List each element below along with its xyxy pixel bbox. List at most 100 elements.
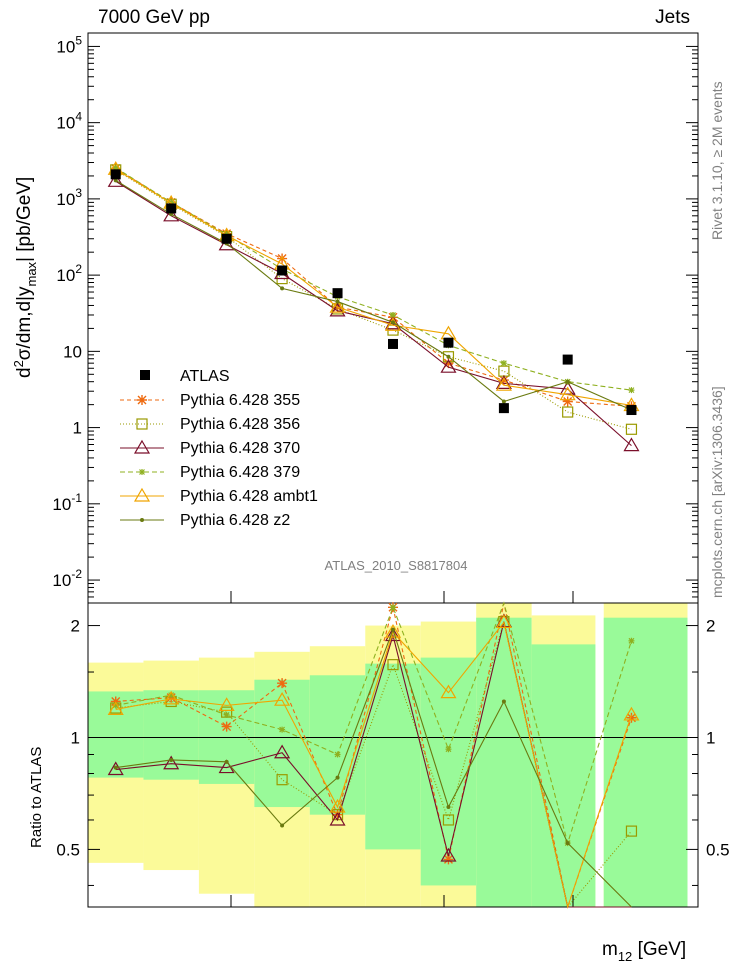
data-marker xyxy=(623,706,640,721)
legend-label: Pythia 6.428 ambt1 xyxy=(180,488,318,505)
data-marker xyxy=(218,236,235,251)
legend-label: ATLAS xyxy=(180,368,230,385)
data-marker xyxy=(495,614,512,628)
y-tick-label: 103 xyxy=(56,186,82,209)
atlas-data-point xyxy=(626,405,637,416)
legend-label: Pythia 6.428 356 xyxy=(180,416,300,433)
series-line xyxy=(115,168,632,407)
data-marker xyxy=(136,418,148,430)
data-marker xyxy=(280,286,285,291)
atlas-data-point xyxy=(277,265,288,276)
data-marker xyxy=(277,678,288,689)
data-marker xyxy=(137,395,147,405)
data-marker xyxy=(443,854,454,865)
data-marker xyxy=(139,469,145,475)
data-marker xyxy=(498,375,509,386)
stat-band xyxy=(476,617,532,907)
data-marker xyxy=(446,354,451,359)
stat-band xyxy=(365,663,421,850)
data-marker xyxy=(279,726,286,733)
data-marker xyxy=(501,399,506,404)
data-marker xyxy=(329,798,346,813)
data-marker xyxy=(169,757,174,762)
ratio-tick-label: 1 xyxy=(706,728,715,747)
series-line xyxy=(115,169,632,430)
data-marker xyxy=(224,759,229,764)
data-marker xyxy=(623,437,640,452)
analysis-id-label: ATLAS_2010_S8817804 xyxy=(325,558,468,573)
data-marker xyxy=(107,173,124,187)
header-right: Jets xyxy=(655,7,690,28)
legend-label: Pythia 6.428 379 xyxy=(180,464,300,481)
data-marker xyxy=(562,396,573,407)
data-marker xyxy=(565,841,570,846)
y-tick-label: 102 xyxy=(56,262,82,285)
data-marker xyxy=(625,825,638,837)
data-marker xyxy=(277,253,288,264)
ratio-series-line xyxy=(115,621,632,910)
data-marker xyxy=(112,702,119,709)
atlas-data-point xyxy=(221,233,232,244)
data-marker xyxy=(335,775,340,780)
y-tick-label: 104 xyxy=(56,110,82,133)
atlas-data-point xyxy=(166,203,177,214)
data-marker xyxy=(628,387,635,394)
data-marker xyxy=(443,358,454,369)
atlas-data-point xyxy=(443,337,454,348)
data-marker xyxy=(168,692,175,699)
data-marker xyxy=(391,627,395,632)
data-marker xyxy=(562,406,574,418)
legend-label: Pythia 6.428 355 xyxy=(180,392,300,409)
y-tick-label: 10 xyxy=(63,342,82,361)
stat-band xyxy=(309,675,366,815)
series-line xyxy=(115,167,632,391)
rivet-version-label: Rivet 3.1.10, ≥ 2M events xyxy=(709,81,725,240)
data-marker xyxy=(163,207,180,222)
data-marker xyxy=(329,811,346,826)
data-marker xyxy=(495,376,512,391)
data-marker xyxy=(168,199,175,206)
data-marker xyxy=(387,659,399,671)
atlas-data-point xyxy=(332,288,343,299)
atlas-data-point xyxy=(498,403,509,414)
data-marker xyxy=(329,298,346,313)
data-marker xyxy=(500,360,507,367)
data-marker xyxy=(559,386,576,401)
data-marker xyxy=(442,351,455,363)
data-marker xyxy=(223,711,230,718)
legend-label: Pythia 6.428 z2 xyxy=(180,512,290,529)
data-marker xyxy=(391,320,395,325)
data-marker xyxy=(445,746,452,753)
atlas-data-point xyxy=(388,338,398,349)
y-tick-label: 10-2 xyxy=(52,567,82,590)
data-marker xyxy=(113,178,118,183)
ratio-tick-label: 2 xyxy=(706,617,715,636)
data-marker xyxy=(628,637,635,644)
legend-atlas-marker xyxy=(140,370,150,380)
data-marker xyxy=(113,765,118,770)
data-marker xyxy=(384,623,402,638)
data-marker xyxy=(334,751,341,758)
x-axis-label: m12 [GeV] xyxy=(602,939,686,964)
ratio-plot-panel: 0.5 0.5 1 1 2 2 xyxy=(56,601,730,910)
ratio-tick-label: 1 xyxy=(71,728,80,747)
ratio-series-line xyxy=(115,627,632,908)
data-marker xyxy=(384,627,402,642)
series-line xyxy=(115,179,632,411)
ratio-y-axis-label: Ratio to ATLAS xyxy=(28,747,45,848)
atlas-data-point xyxy=(562,354,573,365)
data-marker xyxy=(442,814,455,826)
data-marker xyxy=(446,805,451,810)
series-line xyxy=(115,168,632,407)
legend: ATLAS Pythia 6.428 355 Pythia 6.428 356 Pyt… xyxy=(120,368,318,529)
data-marker xyxy=(440,684,457,699)
data-marker xyxy=(133,439,151,454)
header-left: 7000 GeV pp xyxy=(98,7,210,28)
data-marker xyxy=(274,691,291,706)
y-axis-label: d2σ/dm,d|ymax| [pb/GeV] xyxy=(11,177,39,378)
data-marker xyxy=(384,315,402,330)
data-marker xyxy=(559,380,576,395)
data-marker xyxy=(329,302,346,317)
ratio-tick-label: 2 xyxy=(71,617,80,636)
stat-band xyxy=(603,617,688,907)
